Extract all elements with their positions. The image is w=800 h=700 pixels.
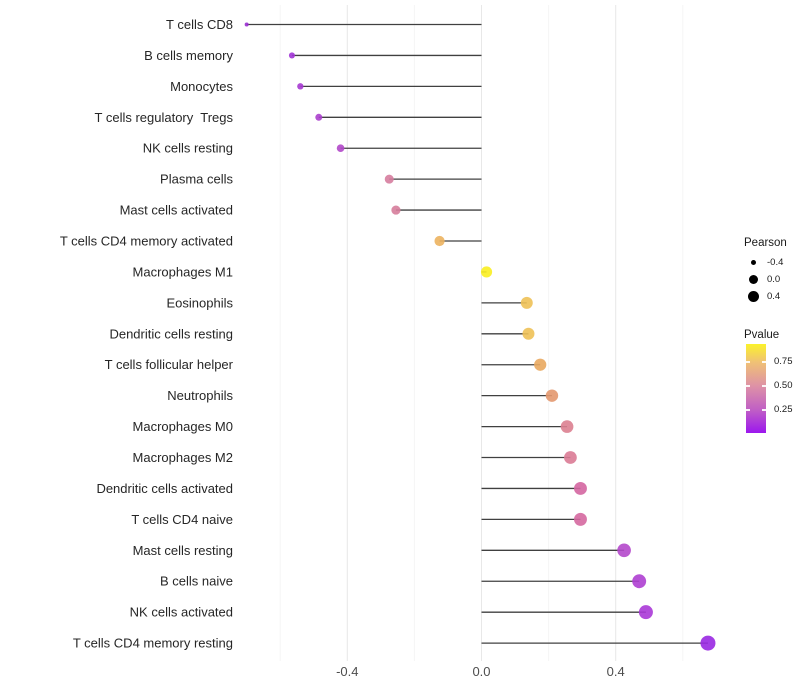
pvalue-colorbar-tick	[746, 361, 750, 363]
pvalue-colorbar-label: 0.50	[774, 380, 793, 391]
pearson-legend-item: 0.4	[744, 288, 787, 305]
lollipop-dot	[336, 144, 345, 153]
lollipop-dot	[391, 205, 401, 215]
category-label: T cells follicular helper	[105, 357, 234, 372]
x-tick-label: -0.4	[336, 664, 358, 679]
x-tick-label: 0.4	[607, 664, 625, 679]
category-label: Dendritic cells activated	[96, 481, 233, 496]
category-label: Mast cells activated	[120, 203, 233, 218]
category-label: NK cells activated	[130, 605, 233, 620]
lollipop-dot	[617, 543, 631, 558]
pvalue-colorbar-label: 0.75	[774, 356, 793, 367]
lollipop-dot	[520, 296, 533, 309]
lollipop-dot	[638, 605, 653, 620]
pvalue-colorbar	[746, 344, 766, 433]
lollipop-dot	[434, 235, 445, 247]
lollipop-dot	[384, 174, 394, 184]
x-tick-label: 0.0	[472, 664, 490, 679]
category-label: T cells CD4 memory activated	[60, 234, 233, 249]
lollipop-dot	[534, 358, 547, 371]
category-label: T cells CD8	[166, 17, 233, 32]
pearson-legend-title: Pearson	[744, 237, 787, 249]
pearson-legend-dot-box	[746, 289, 761, 304]
category-label: Dendritic cells resting	[109, 326, 233, 341]
pearson-size-legend: Pearson -0.4 0.0 0.4	[744, 237, 787, 305]
pearson-legend-dot	[747, 290, 760, 303]
category-label: B cells memory	[144, 48, 233, 63]
category-label: T cells CD4 memory resting	[73, 636, 233, 651]
lollipop-dot	[288, 52, 295, 59]
pvalue-color-legend: Pvalue 0.75 0.50 0.25	[744, 329, 793, 433]
pearson-legend-label: -0.4	[767, 257, 784, 268]
lollipop-dot	[315, 113, 323, 121]
category-label: Neutrophils	[167, 388, 233, 403]
category-label: Eosinophils	[167, 295, 234, 310]
category-label: Macrophages M2	[133, 450, 233, 465]
lollipop-dot	[700, 635, 716, 651]
category-label: Plasma cells	[160, 172, 233, 187]
pearson-legend-dot	[748, 274, 759, 285]
pearson-legend-dot-box	[746, 272, 761, 287]
lollipop-dot	[564, 451, 577, 464]
pearson-legend-item: 0.0	[744, 271, 787, 288]
pvalue-colorbar-wrap: 0.75 0.50 0.25	[744, 344, 793, 433]
lollipop-dot	[297, 83, 304, 90]
pvalue-colorbar-label: 0.25	[774, 404, 793, 415]
lollipop-dot	[560, 420, 574, 433]
pearson-legend-items: -0.4 0.0 0.4	[744, 254, 787, 305]
category-label: Monocytes	[170, 79, 233, 94]
pearson-legend-dot-box	[746, 255, 761, 270]
pvalue-colorbar-tick	[746, 409, 750, 411]
category-label: NK cells resting	[143, 141, 233, 156]
pvalue-colorbar-tick	[746, 385, 750, 387]
pvalue-colorbar-tick	[762, 409, 766, 411]
lollipop-dot	[574, 512, 587, 526]
pearson-legend-item: -0.4	[744, 254, 787, 271]
pearson-legend-dot	[750, 259, 757, 266]
category-label: T cells regulatory Tregs	[95, 110, 234, 125]
lollipop-dot	[244, 22, 249, 27]
pvalue-legend-title: Pvalue	[744, 329, 780, 341]
category-label: B cells naive	[160, 574, 233, 589]
lollipop-dot	[522, 327, 535, 340]
lollipop-dot	[574, 481, 587, 495]
lollipop-dot	[545, 389, 559, 402]
category-label: T cells CD4 naive	[131, 512, 233, 527]
category-label: Macrophages M1	[133, 264, 233, 279]
lollipop-dot	[632, 574, 647, 589]
category-label: Mast cells resting	[133, 543, 233, 558]
lollipop-dot	[480, 266, 493, 278]
pearson-legend-label: 0.4	[767, 291, 781, 302]
pvalue-colorbar-tick	[762, 385, 766, 387]
pvalue-colorbar-tick	[762, 361, 766, 363]
category-label: Macrophages M0	[133, 419, 233, 434]
pearson-legend-label: 0.0	[767, 274, 781, 285]
